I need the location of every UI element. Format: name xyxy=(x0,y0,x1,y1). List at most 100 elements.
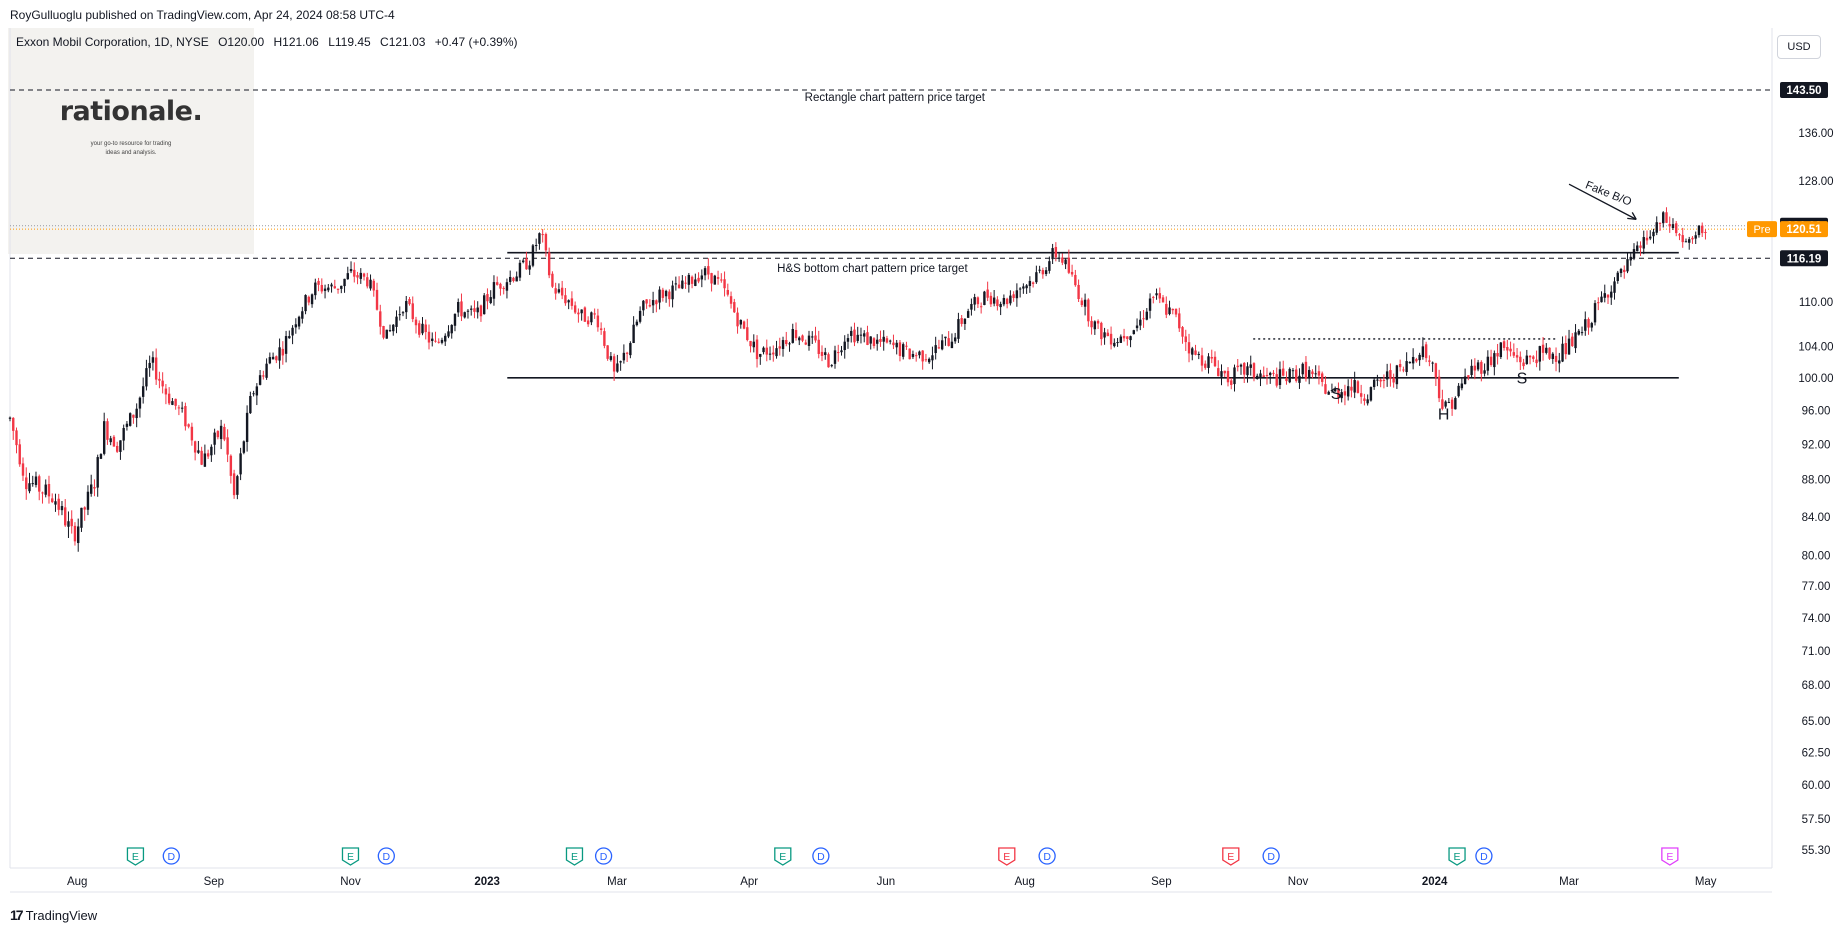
logo-tagline: your go-to resource for trading ideas an… xyxy=(68,140,194,158)
candle-body xyxy=(398,314,401,316)
ohlc-open: O120.00 xyxy=(218,35,265,49)
candle-body xyxy=(239,453,242,475)
y-tick-label: 68.00 xyxy=(1802,680,1831,692)
candle-body xyxy=(642,300,645,311)
candle-body xyxy=(872,338,876,347)
candle-body xyxy=(1639,245,1642,248)
candle-body xyxy=(573,305,577,313)
symbol-name[interactable]: Exxon Mobil Corporation, 1D, NYSE xyxy=(16,35,209,49)
candle-body xyxy=(1213,356,1217,367)
candle-body xyxy=(518,262,522,278)
candle-body xyxy=(1584,319,1587,331)
candle-body xyxy=(405,301,408,313)
candle-body xyxy=(1535,359,1538,364)
candle-body xyxy=(1493,353,1496,368)
candle-body xyxy=(1366,399,1369,404)
candle-body xyxy=(119,440,122,452)
candle-body xyxy=(811,336,814,338)
candle-body xyxy=(606,345,609,359)
candle-body xyxy=(1405,361,1408,373)
candle-body xyxy=(427,331,431,343)
candle-body xyxy=(450,325,453,334)
x-tick-label: May xyxy=(1695,876,1717,888)
candle-body xyxy=(674,283,678,285)
candle-body xyxy=(440,339,444,343)
candle-body xyxy=(323,288,327,291)
candle-body xyxy=(850,330,853,336)
candle-body xyxy=(122,428,125,441)
svg-text:120.51: 120.51 xyxy=(1786,224,1822,236)
tradingview-logo-icon: 17 xyxy=(10,907,24,923)
candle-body xyxy=(1061,257,1064,263)
candle-body xyxy=(281,348,285,356)
pattern-letter-label: S xyxy=(1331,386,1342,403)
candle-body xyxy=(547,252,551,276)
candle-body xyxy=(1606,294,1610,298)
candle-body xyxy=(609,356,613,360)
earnings-marker-label: E xyxy=(132,851,139,863)
symbol-legend[interactable]: Exxon Mobil Corporation, 1D, NYSE O120.0… xyxy=(16,35,524,49)
candle-body xyxy=(759,354,762,357)
candle-body xyxy=(1174,308,1178,315)
candle-body xyxy=(177,407,181,409)
candle-body xyxy=(1684,241,1688,243)
candle-body xyxy=(1057,257,1061,259)
candle-body xyxy=(434,340,437,342)
candle-body xyxy=(382,326,385,338)
y-tick-label: 96.00 xyxy=(1802,405,1831,417)
candle-body xyxy=(226,437,229,455)
candle-body xyxy=(726,289,730,295)
candle-body xyxy=(1233,367,1236,385)
candle-body xyxy=(57,498,60,510)
candle-body xyxy=(1025,285,1028,289)
candle-body xyxy=(622,352,626,361)
candle-body xyxy=(99,454,103,459)
candle-body xyxy=(931,355,934,361)
candle-body xyxy=(960,318,963,324)
candle-body xyxy=(418,323,421,335)
candle-body xyxy=(1337,388,1340,398)
candle-body xyxy=(859,334,863,336)
candle-body xyxy=(580,309,583,314)
candle-body xyxy=(437,341,440,343)
candle-body xyxy=(690,276,694,284)
candle-body xyxy=(158,378,161,381)
annotation-label: H&S bottom chart pattern price target xyxy=(777,263,968,275)
candle-body xyxy=(171,401,174,405)
candle-body xyxy=(1688,239,1691,243)
candle-body xyxy=(1282,368,1285,376)
publisher-line: RoyGulluoglu published on TradingView.co… xyxy=(10,8,395,22)
candle-body xyxy=(1314,373,1317,375)
candle-body xyxy=(366,277,369,287)
candle-body xyxy=(1675,223,1678,234)
candle-body xyxy=(369,279,372,289)
candle-body xyxy=(102,421,106,454)
candle-body xyxy=(947,338,950,346)
candle-body xyxy=(1519,356,1522,363)
candle-body xyxy=(794,330,798,339)
candle-body xyxy=(996,299,999,307)
candle-body xyxy=(833,350,837,364)
candle-body xyxy=(1301,363,1304,375)
candle-body xyxy=(1649,236,1652,239)
candle-body xyxy=(34,476,38,485)
candle-body xyxy=(992,297,996,304)
currency-button[interactable]: USD xyxy=(1777,35,1821,59)
candle-body xyxy=(64,507,67,526)
logo-tagline-2: ideas and analysis. xyxy=(105,150,157,156)
candle-body xyxy=(70,518,73,527)
candle-body xyxy=(739,319,742,325)
tradingview-brand[interactable]: 17 TradingView xyxy=(10,907,97,923)
candle-body xyxy=(1083,299,1087,307)
candle-body xyxy=(1658,222,1662,224)
candle-body xyxy=(138,397,142,409)
candle-body xyxy=(1161,297,1165,303)
candle-body xyxy=(502,287,505,290)
dividend-marker-label: D xyxy=(817,851,825,863)
candle-body xyxy=(1470,365,1473,376)
candle-body xyxy=(703,268,707,276)
candle-body xyxy=(148,362,151,369)
candle-body xyxy=(668,291,671,300)
candle-body xyxy=(1168,307,1171,315)
